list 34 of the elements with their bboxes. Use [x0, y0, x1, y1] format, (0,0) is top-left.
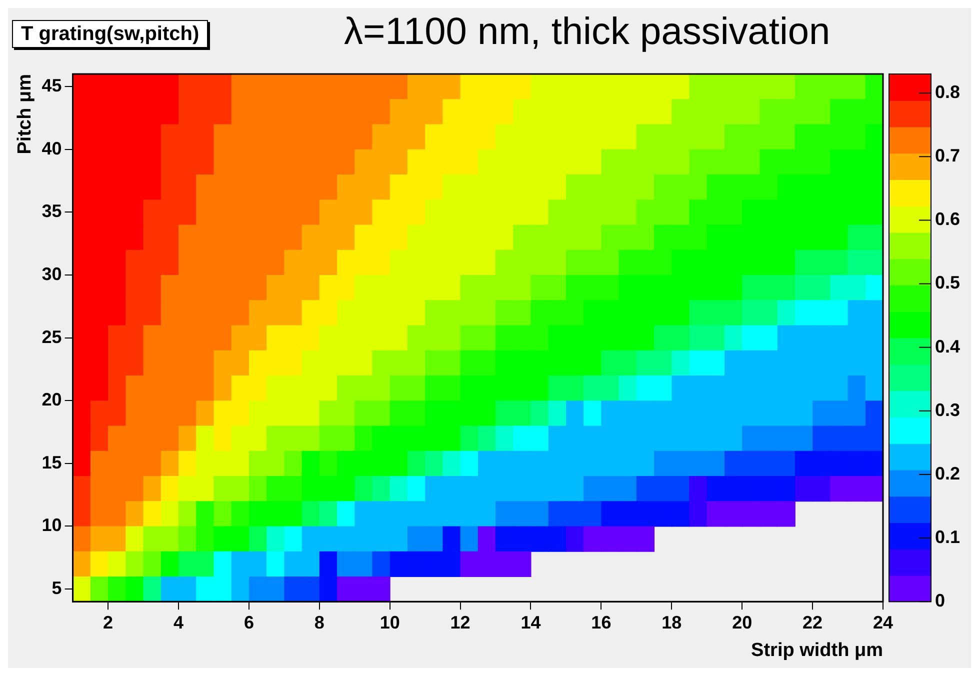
y-tick-label: 30 [42, 264, 62, 284]
color-bar-label: 0.4 [935, 336, 960, 356]
color-bar-label: 0.6 [935, 209, 960, 230]
y-tick-label: 15 [42, 452, 62, 472]
chart-title: T grating(sw,pitch) [12, 20, 208, 48]
y-tick-label: 35 [42, 201, 62, 222]
x-tick-label: 12 [450, 612, 470, 632]
color-bar-label: 0.7 [935, 146, 960, 166]
color-bar-label: 0.8 [935, 82, 960, 102]
y-tick-label: 45 [42, 76, 62, 96]
color-bar-label: 0 [935, 590, 946, 611]
y-tick-label: 25 [42, 326, 62, 347]
x-tick-label: 24 [872, 612, 894, 632]
x-tick-label: 22 [802, 612, 823, 632]
x-tick-label: 6 [244, 612, 254, 632]
y-tick-label: 20 [42, 390, 62, 410]
x-axis-title: Strip width μm [751, 640, 883, 661]
y-tick-label: 10 [42, 515, 62, 536]
x-tick-label: 16 [591, 612, 612, 632]
color-bar-label: 0.1 [935, 527, 960, 548]
x-tick-label: 10 [380, 612, 400, 632]
y-axis-title: Pitch μm [14, 74, 36, 154]
x-tick-label: 4 [173, 612, 184, 632]
y-tick-label: 5 [52, 578, 62, 598]
x-tick-label: 14 [520, 612, 541, 632]
x-tick-label: 20 [732, 612, 752, 632]
color-bar-label: 0.2 [935, 463, 960, 484]
color-bar-label: 0.5 [935, 272, 960, 293]
color-bar-label: 0.3 [935, 400, 960, 420]
x-tick-label: 2 [103, 612, 114, 632]
x-tick-label: 18 [662, 612, 682, 632]
chart-subtitle: λ=1100 nm, thick passivation [344, 10, 830, 54]
y-tick-label: 40 [42, 138, 62, 158]
x-tick-label: 8 [314, 612, 324, 632]
